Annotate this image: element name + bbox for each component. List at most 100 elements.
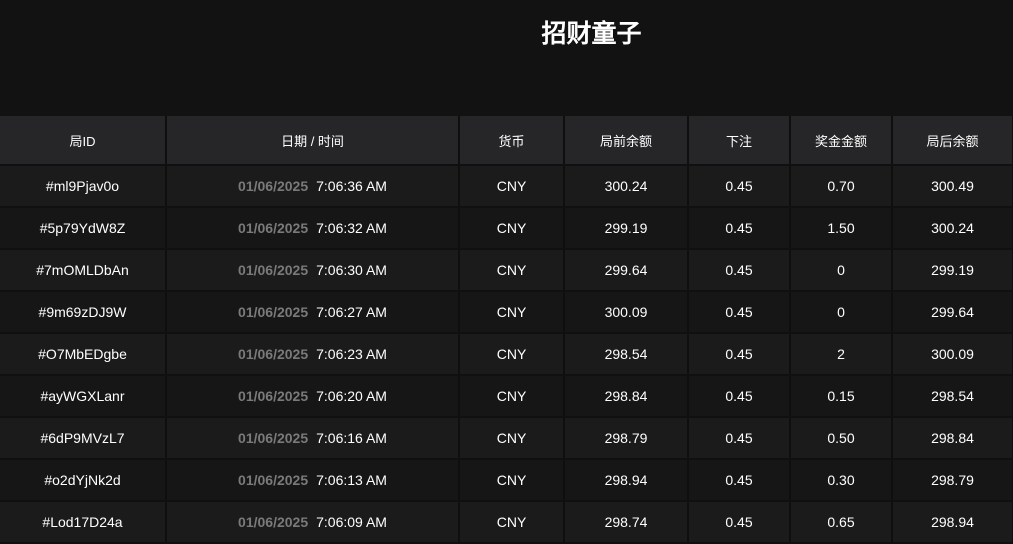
table-row[interactable]: #9m69zDJ9W 01/06/2025 7:06:27 AM CNY 300.09 0…	[0, 291, 1013, 334]
currency: CNY	[459, 291, 565, 334]
date: 01/06/2025	[238, 514, 309, 530]
header-win: 奖金金额	[790, 116, 893, 166]
datetime-cell: 01/06/2025 7:06:13 AM	[166, 459, 460, 502]
datetime-cell: 01/06/2025 7:06:32 AM	[166, 207, 460, 250]
balance-before: 298.84	[564, 375, 689, 418]
history-table: 局ID 日期 / 时间 货币 局前余额 下注 奖金金额 局后余额 #ml9Pjav0o 01/…	[0, 116, 1013, 544]
balance-after: 299.19	[892, 249, 1013, 292]
balance-before: 300.24	[564, 165, 689, 208]
round-id: #7mOMLDbAn	[0, 249, 167, 292]
date: 01/06/2025	[238, 304, 309, 320]
balance-after: 300.09	[892, 333, 1013, 376]
datetime-cell: 01/06/2025 7:06:16 AM	[166, 417, 460, 460]
datetime-cell: 01/06/2025 7:06:30 AM	[166, 249, 460, 292]
balance-before: 298.94	[564, 459, 689, 502]
time: 7:06:30 AM	[316, 262, 387, 278]
bet: 0.45	[688, 291, 791, 334]
time: 7:06:16 AM	[316, 430, 387, 446]
header-balance-after: 局后余额	[892, 116, 1013, 166]
balance-after: 300.24	[892, 207, 1013, 250]
time: 7:06:13 AM	[316, 472, 387, 488]
date: 01/06/2025	[238, 346, 309, 362]
datetime-cell: 01/06/2025 7:06:23 AM	[166, 333, 460, 376]
currency: CNY	[459, 165, 565, 208]
table-row[interactable]: #ml9Pjav0o 01/06/2025 7:06:36 AM CNY 300.24 0…	[0, 165, 1013, 208]
win: 0.70	[790, 165, 893, 208]
bet: 0.45	[688, 333, 791, 376]
datetime-cell: 01/06/2025 7:06:09 AM	[166, 501, 460, 544]
balance-before: 300.09	[564, 291, 689, 334]
table-row[interactable]: #Lod17D24a 01/06/2025 7:06:09 AM CNY 298.74 0…	[0, 501, 1013, 544]
round-id: #ml9Pjav0o	[0, 165, 167, 208]
time: 7:06:09 AM	[316, 514, 387, 530]
win: 0.65	[790, 501, 893, 544]
time: 7:06:23 AM	[316, 346, 387, 362]
table-row[interactable]: #7mOMLDbAn 01/06/2025 7:06:30 AM CNY 299.64 0…	[0, 249, 1013, 292]
datetime-cell: 01/06/2025 7:06:20 AM	[166, 375, 460, 418]
time: 7:06:36 AM	[316, 178, 387, 194]
balance-before: 298.54	[564, 333, 689, 376]
balance-after: 300.49	[892, 165, 1013, 208]
date: 01/06/2025	[238, 430, 309, 446]
win: 1.50	[790, 207, 893, 250]
balance-before: 298.79	[564, 417, 689, 460]
balance-before: 298.74	[564, 501, 689, 544]
currency: CNY	[459, 249, 565, 292]
header-balance-before: 局前余额	[564, 116, 689, 166]
date: 01/06/2025	[238, 262, 309, 278]
table-row[interactable]: #ayWGXLanr 01/06/2025 7:06:20 AM CNY 298.84 0…	[0, 375, 1013, 418]
currency: CNY	[459, 459, 565, 502]
currency: CNY	[459, 417, 565, 460]
bet: 0.45	[688, 375, 791, 418]
header-round-id: 局ID	[0, 116, 167, 166]
currency: CNY	[459, 375, 565, 418]
round-id: #Lod17D24a	[0, 501, 167, 544]
round-id: #O7MbEDgbe	[0, 333, 167, 376]
balance-after: 298.54	[892, 375, 1013, 418]
balance-after: 298.79	[892, 459, 1013, 502]
bet: 0.45	[688, 207, 791, 250]
table-row[interactable]: #6dP9MVzL7 01/06/2025 7:06:16 AM CNY 298.79 0…	[0, 417, 1013, 460]
table-row[interactable]: #O7MbEDgbe 01/06/2025 7:06:23 AM CNY 298.54 0…	[0, 333, 1013, 376]
header-bet: 下注	[688, 116, 791, 166]
round-id: #6dP9MVzL7	[0, 417, 167, 460]
time: 7:06:32 AM	[316, 220, 387, 236]
win: 0.30	[790, 459, 893, 502]
header-datetime: 日期 / 时间	[166, 116, 460, 166]
win: 0.50	[790, 417, 893, 460]
bet: 0.45	[688, 417, 791, 460]
balance-after: 298.84	[892, 417, 1013, 460]
currency: CNY	[459, 501, 565, 544]
win: 0	[790, 249, 893, 292]
date: 01/06/2025	[238, 178, 309, 194]
date: 01/06/2025	[238, 472, 309, 488]
bet: 0.45	[688, 249, 791, 292]
win: 0	[790, 291, 893, 334]
bet: 0.45	[688, 165, 791, 208]
bet: 0.45	[688, 459, 791, 502]
round-id: #9m69zDJ9W	[0, 291, 167, 334]
date: 01/06/2025	[238, 220, 309, 236]
balance-before: 299.64	[564, 249, 689, 292]
round-id: #o2dYjNk2d	[0, 459, 167, 502]
win: 2	[790, 333, 893, 376]
win: 0.15	[790, 375, 893, 418]
round-id: #ayWGXLanr	[0, 375, 167, 418]
currency: CNY	[459, 333, 565, 376]
currency: CNY	[459, 207, 565, 250]
balance-after: 299.64	[892, 291, 1013, 334]
header-currency: 货币	[459, 116, 565, 166]
page-title: 招财童子	[541, 20, 642, 48]
datetime-cell: 01/06/2025 7:06:27 AM	[166, 291, 460, 334]
table-row[interactable]: #o2dYjNk2d 01/06/2025 7:06:13 AM CNY 298.94 0…	[0, 459, 1013, 502]
table-row[interactable]: #5p79YdW8Z 01/06/2025 7:06:32 AM CNY 299.19 0…	[0, 207, 1013, 250]
balance-before: 299.19	[564, 207, 689, 250]
round-id: #5p79YdW8Z	[0, 207, 167, 250]
balance-after: 298.94	[892, 501, 1013, 544]
bet: 0.45	[688, 501, 791, 544]
header-bar: 招财童子	[0, 0, 1013, 116]
time: 7:06:27 AM	[316, 304, 387, 320]
date: 01/06/2025	[238, 388, 309, 404]
time: 7:06:20 AM	[316, 388, 387, 404]
datetime-cell: 01/06/2025 7:06:36 AM	[166, 165, 460, 208]
